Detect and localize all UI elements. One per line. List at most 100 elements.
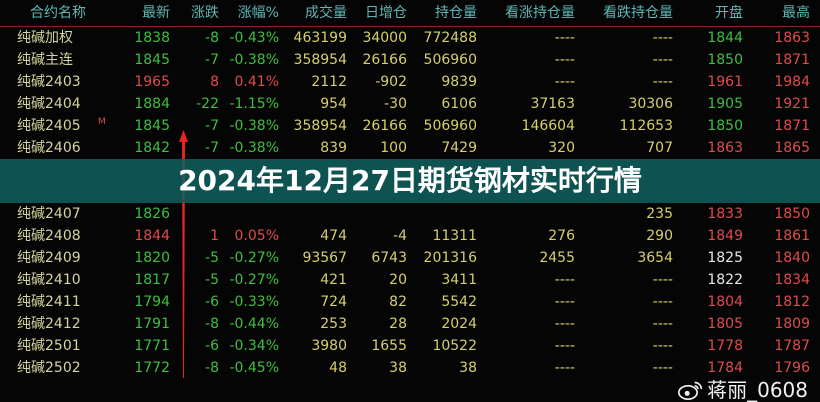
table-row[interactable]: 纯碱2412 1791 -8 -0.44% 253 28 2024 ---- ---- 1805 1… xyxy=(0,313,820,335)
cell-open: 1863 xyxy=(707,140,743,156)
cell-chg: -8 xyxy=(205,316,219,332)
cell-dinc: 38 xyxy=(389,360,407,376)
cell-dinc: -902 xyxy=(375,74,407,90)
cell-put: ---- xyxy=(652,272,673,288)
cell-put: 3654 xyxy=(637,250,673,266)
cell-name: 纯碱主连 xyxy=(17,52,73,68)
cell-put: ---- xyxy=(652,52,673,68)
cell-high: 1787 xyxy=(774,338,810,354)
cell-last: 1845 xyxy=(134,118,170,134)
cell-last: 1791 xyxy=(134,316,170,332)
column-header-oi: 持仓量 xyxy=(435,5,477,21)
cell-high: 1796 xyxy=(774,360,810,376)
cell-vol: 463199 xyxy=(293,30,347,46)
table-row[interactable]: 纯碱加权 1838 -8 -0.43% 463199 34000 772488 ---- ---… xyxy=(0,27,820,49)
cell-chg: -22 xyxy=(196,96,219,112)
cell-put: 235 xyxy=(646,206,673,222)
cell-call: ---- xyxy=(554,338,575,354)
red-arrow-annotation xyxy=(179,130,188,378)
cell-put: 112653 xyxy=(619,118,673,134)
cell-call: 320 xyxy=(548,140,575,156)
cell-name: 纯碱2403 xyxy=(17,74,81,90)
cell-high: 1834 xyxy=(774,272,810,288)
cell-last: 1842 xyxy=(134,140,170,156)
table-row[interactable]: 纯碱2403 1965 8 0.41% 2112 -902 9839 ---- ---- 1961… xyxy=(0,71,820,93)
cell-dinc: 20 xyxy=(389,272,407,288)
cell-oi: 38 xyxy=(459,360,477,376)
cell-pct: -0.38% xyxy=(229,118,279,134)
cell-call: 2455 xyxy=(539,250,575,266)
cell-dinc: 1655 xyxy=(371,338,407,354)
cell-dinc: 34000 xyxy=(362,30,407,46)
cell-open: 1784 xyxy=(707,360,743,376)
cell-last: 1965 xyxy=(134,74,170,90)
table-row[interactable]: 纯碱2407 1826 235 1833 1850 xyxy=(0,203,820,225)
cell-pct: -0.38% xyxy=(229,140,279,156)
cell-oi: 5542 xyxy=(441,294,477,310)
cell-high: 1850 xyxy=(774,206,810,222)
cell-vol: 954 xyxy=(320,96,347,112)
table-row[interactable]: 纯碱2410 1817 -5 -0.27% 421 20 3411 ---- ---- 1822 1… xyxy=(0,269,820,291)
cell-pct: -1.15% xyxy=(229,96,279,112)
cell-open: 1905 xyxy=(707,96,743,112)
cell-open: 1833 xyxy=(707,206,743,222)
cell-last: 1794 xyxy=(134,294,170,310)
cell-oi: 9839 xyxy=(441,74,477,90)
table-row[interactable]: 纯碱2411 1794 -6 -0.33% 724 82 5542 ---- ---- 1804 1… xyxy=(0,291,820,313)
cell-pct: -0.43% xyxy=(229,30,279,46)
cell-vol: 3980 xyxy=(311,338,347,354)
cell-dinc: 26166 xyxy=(362,118,407,134)
cell-call: 37163 xyxy=(530,96,575,112)
cell-put: ---- xyxy=(652,360,673,376)
table-row[interactable]: 纯碱2501 1771 -6 -0.34% 3980 1655 10522 ---- ---- 1… xyxy=(0,335,820,357)
cell-call: ---- xyxy=(554,30,575,46)
cell-oi: 10522 xyxy=(432,338,477,354)
cell-open: 1844 xyxy=(707,30,743,46)
cell-dinc: 100 xyxy=(380,140,407,156)
cell-chg: -8 xyxy=(205,360,219,376)
cell-put: ---- xyxy=(652,316,673,332)
cell-dinc: -4 xyxy=(393,228,407,244)
cell-dinc: 6743 xyxy=(371,250,407,266)
watermark: 蒋丽_0608 xyxy=(678,380,808,400)
cell-oi: 201316 xyxy=(423,250,477,266)
cell-put: ---- xyxy=(652,294,673,310)
cell-last: 1884 xyxy=(134,96,170,112)
column-header-open: 开盘 xyxy=(715,5,743,21)
cell-last: 1826 xyxy=(134,206,170,222)
column-header-call: 看涨持仓量 xyxy=(505,5,575,21)
cell-high: 1840 xyxy=(774,250,810,266)
cell-pct: -0.38% xyxy=(229,52,279,68)
cell-name: 纯碱2407 xyxy=(17,206,81,222)
cell-put: ---- xyxy=(652,30,673,46)
column-header-last: 最新 xyxy=(142,5,170,21)
table-row[interactable]: 纯碱2409 1820 -5 -0.27% 93567 6743 201316 2455 365… xyxy=(0,247,820,269)
cell-vol: 421 xyxy=(320,272,347,288)
cell-name: 纯碱2409 xyxy=(17,250,81,266)
table-row[interactable]: 纯碱2502 1772 -8 -0.45% 48 38 38 ---- ---- 1784 1796 xyxy=(0,357,820,379)
cell-vol: 724 xyxy=(320,294,347,310)
cell-high: 1871 xyxy=(774,52,810,68)
main-contract-mark: M xyxy=(98,117,106,127)
table-row[interactable]: 纯碱2404 1884 -22 -1.15% 954 -30 6106 37163 30306 1… xyxy=(0,93,820,115)
cell-vol: 2112 xyxy=(311,74,347,90)
cell-dinc: 82 xyxy=(389,294,407,310)
cell-pct: -0.45% xyxy=(229,360,279,376)
cell-open: 1778 xyxy=(707,338,743,354)
cell-open: 1805 xyxy=(707,316,743,332)
cell-pct: 0.41% xyxy=(234,74,279,90)
table-row[interactable]: 纯碱2408 1844 1 0.05% 474 -4 11311 276 290 1849 1861 xyxy=(0,225,820,247)
cell-oi: 7429 xyxy=(441,140,477,156)
cell-chg: -5 xyxy=(205,250,219,266)
cell-chg: -6 xyxy=(205,338,219,354)
table-row[interactable]: 纯碱2406 1842 -7 -0.38% 839 100 7429 320 707 1863 18… xyxy=(0,137,820,159)
cell-open: 1850 xyxy=(707,118,743,134)
cell-put: 290 xyxy=(646,228,673,244)
table-row[interactable]: 纯碱主连 1845 -7 -0.38% 358954 26166 506960 ---- ---… xyxy=(0,49,820,71)
cell-high: 1863 xyxy=(774,30,810,46)
cell-put: ---- xyxy=(652,338,673,354)
cell-oi: 2024 xyxy=(441,316,477,332)
column-header-pct: 涨幅% xyxy=(237,5,279,21)
title-banner: 2024年12月27日期货钢材实时行情 xyxy=(0,159,820,203)
table-row[interactable]: 纯碱2405 M 1845 -7 -0.38% 358954 26166 506960 1466… xyxy=(0,115,820,137)
